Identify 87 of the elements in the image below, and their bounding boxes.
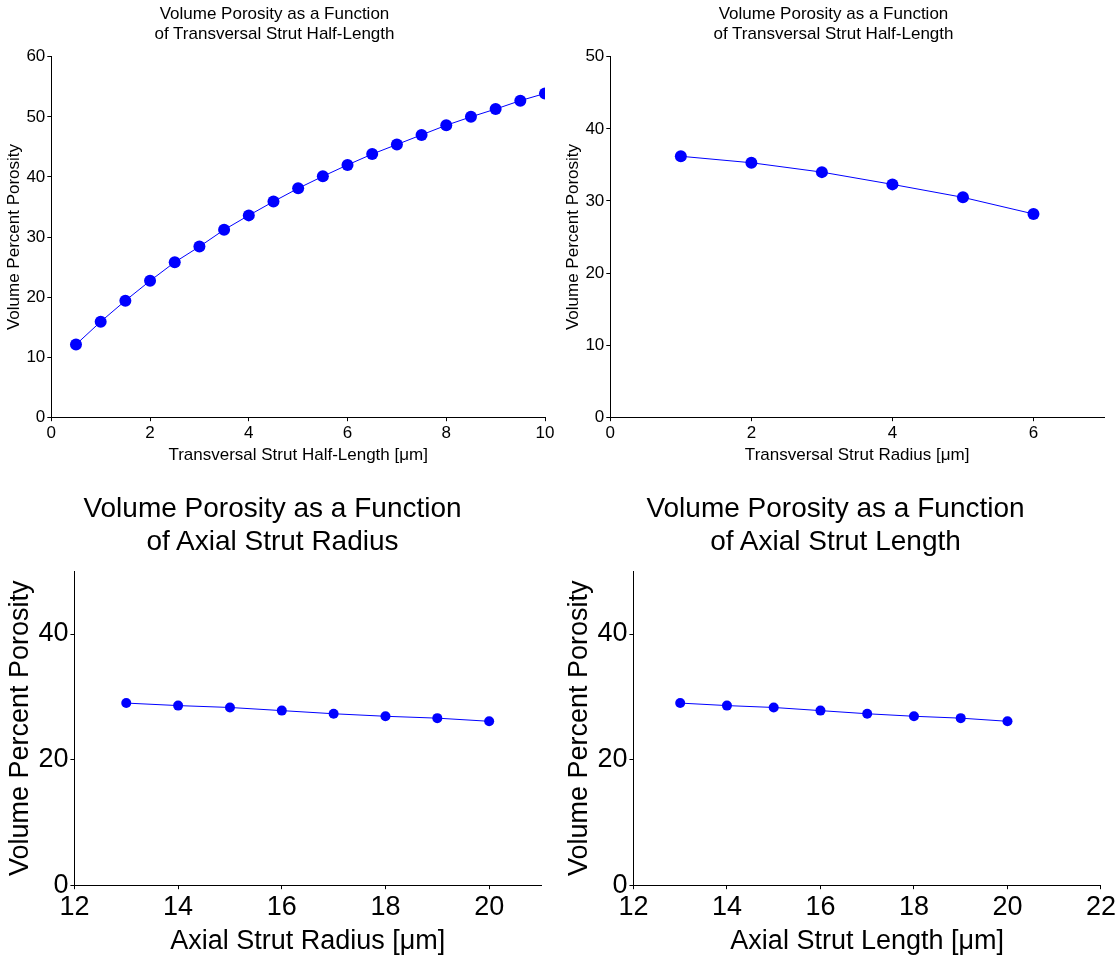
point (168, 256, 181, 269)
point (886, 178, 899, 191)
point (484, 716, 495, 727)
y-tick-label: 40 (597, 617, 628, 648)
point (218, 223, 231, 236)
point (1002, 716, 1013, 727)
y-tick-label: 30 (26, 226, 46, 246)
chart-title: Volume Porosity as a Function of Transversal Strut Half-Length (154, 3, 395, 44)
point (173, 700, 184, 711)
point (292, 182, 305, 195)
x-axis-title: Transversal Strut Half-Length [μm] (168, 445, 428, 465)
x-tick-label: 6 (1028, 423, 1039, 443)
point (815, 705, 826, 716)
x-tick-label: 4 (887, 423, 898, 443)
point (1027, 207, 1040, 220)
y-axis-title: Volume Percent Porosity (3, 143, 23, 331)
x-tick-label: 6 (342, 423, 353, 443)
point (224, 702, 235, 713)
y-tick-label: 30 (585, 190, 605, 210)
point (341, 158, 354, 171)
x-tick-label: 20 (992, 890, 1023, 921)
point (440, 119, 453, 132)
chart-title: Volume Porosity as a Function of Axial Strut Length (646, 491, 1025, 557)
point (69, 338, 82, 351)
x-axis-title: Axial Strut Radius [μm] (170, 925, 446, 956)
chart-title: Volume Porosity as a Function of Axial Strut Radius (83, 491, 462, 557)
y-tick-label: 40 (38, 617, 69, 648)
y-tick-label: 20 (26, 286, 46, 306)
y-tick-label: 0 (594, 406, 605, 426)
point (276, 705, 287, 716)
point (955, 713, 966, 724)
point (745, 156, 758, 169)
y-tick-label: 40 (26, 166, 46, 186)
point (768, 702, 779, 713)
point (432, 713, 443, 724)
point (380, 711, 391, 722)
x-tick-label: 4 (244, 423, 254, 443)
y-tick-label: 0 (35, 406, 46, 426)
x-tick-label: 16 (266, 890, 297, 921)
point (242, 209, 255, 222)
point (815, 166, 828, 179)
y-tick-label: 20 (38, 743, 69, 774)
x-tick-label: 2 (746, 423, 757, 443)
x-axis-title: Transversal Strut Radius [μm] (744, 445, 970, 465)
point (193, 240, 206, 253)
x-tick-label: 14 (163, 890, 194, 921)
point (390, 138, 403, 151)
chart-title: Volume Porosity as a Function of Transversal Strut Half-Length (713, 3, 954, 44)
x-tick-label: 16 (805, 890, 836, 921)
point (267, 195, 280, 208)
x-tick-label: 22 (1085, 890, 1117, 921)
y-tick-label: 10 (26, 346, 46, 366)
point (514, 94, 527, 107)
point (464, 110, 477, 123)
x-tick-label: 10 (535, 423, 555, 443)
x-axis-title: Axial Strut Length [μm] (730, 925, 1005, 956)
point (675, 698, 686, 709)
point (489, 103, 502, 116)
point (674, 150, 687, 163)
point (956, 191, 969, 204)
y-tick-label: 10 (585, 334, 605, 354)
x-tick-label: 14 (711, 890, 742, 921)
y-tick-label: 50 (585, 46, 605, 66)
point (316, 170, 329, 183)
point (908, 711, 919, 722)
y-axis-title: Volume Percent Porosity (562, 143, 582, 331)
y-tick-label: 20 (597, 743, 628, 774)
y-tick-label: 20 (585, 262, 605, 282)
x-tick-label: 8 (441, 423, 451, 443)
x-tick-label: 2 (145, 423, 155, 443)
y-axis-title: Volume Percent Porosity (562, 579, 593, 877)
point (119, 294, 132, 307)
point (366, 148, 379, 161)
x-tick-label: 18 (370, 890, 401, 921)
point (415, 128, 428, 141)
y-axis-title: Volume Percent Porosity (3, 579, 34, 877)
point (144, 274, 157, 287)
point (121, 698, 132, 709)
y-tick-label: 40 (585, 118, 605, 138)
x-tick-label: 18 (898, 890, 929, 921)
point (328, 708, 339, 719)
y-tick-label: 60 (26, 46, 46, 66)
x-tick-label: 20 (474, 890, 505, 921)
point (721, 700, 732, 711)
point (862, 708, 873, 719)
point (94, 315, 107, 328)
y-tick-label: 50 (26, 106, 46, 126)
